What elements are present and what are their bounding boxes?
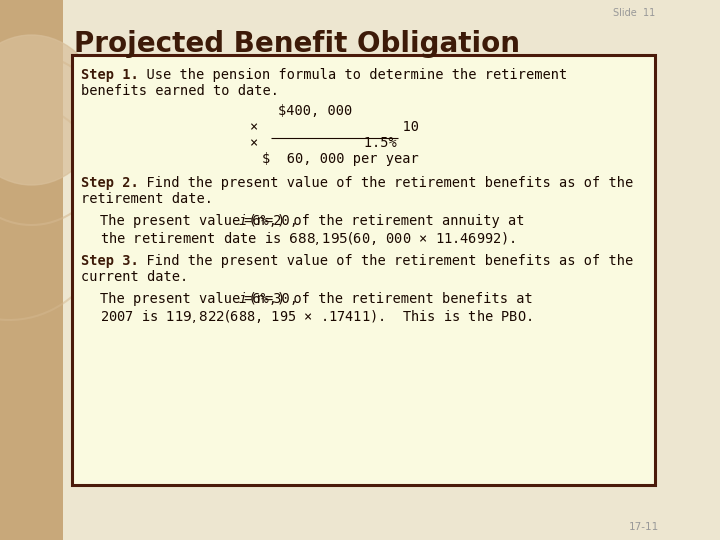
Text: The present value (n=30,: The present value (n=30, bbox=[100, 292, 306, 306]
Text: Projected Benefit Obligation: Projected Benefit Obligation bbox=[74, 30, 520, 58]
Text: The present value (n=20,: The present value (n=20, bbox=[100, 214, 306, 228]
Text: ×: × bbox=[250, 120, 258, 134]
Text: 17-11: 17-11 bbox=[629, 522, 659, 532]
Text: Use the pension formula to determine the retirement: Use the pension formula to determine the… bbox=[130, 68, 567, 82]
Text: the retirement date is $688, 195 ($60, 000 × 11.46992).: the retirement date is $688, 195 ($60, 0… bbox=[100, 230, 516, 247]
Text: 10: 10 bbox=[287, 120, 419, 134]
Text: $400, 000: $400, 000 bbox=[278, 104, 352, 118]
Text: 1.5%: 1.5% bbox=[273, 136, 397, 150]
Text: =6%,) of the retirement annuity at: =6%,) of the retirement annuity at bbox=[244, 214, 525, 228]
Text: =6%,) of the retirement benefits at: =6%,) of the retirement benefits at bbox=[244, 292, 533, 306]
Text: current date.: current date. bbox=[81, 270, 189, 284]
Text: benefits earned to date.: benefits earned to date. bbox=[81, 84, 279, 98]
Text: retirement date.: retirement date. bbox=[81, 192, 213, 206]
Text: 2007 is $119, 822 ($688, 195 × .17411).  This is the PBO.: 2007 is $119, 822 ($688, 195 × .17411). … bbox=[100, 308, 532, 325]
Text: i: i bbox=[239, 214, 247, 228]
Text: Find the present value of the retirement benefits as of the: Find the present value of the retirement… bbox=[130, 176, 633, 190]
Text: Find the present value of the retirement benefits as of the: Find the present value of the retirement… bbox=[130, 254, 633, 268]
Text: Step 1.: Step 1. bbox=[81, 68, 139, 82]
Text: Step 2.: Step 2. bbox=[81, 176, 139, 190]
FancyBboxPatch shape bbox=[0, 0, 63, 540]
Text: Step 3.: Step 3. bbox=[81, 254, 139, 268]
FancyBboxPatch shape bbox=[72, 55, 655, 485]
Text: $  60, 000 per year: $ 60, 000 per year bbox=[262, 152, 418, 166]
Text: i: i bbox=[239, 292, 247, 306]
Text: Slide  11: Slide 11 bbox=[613, 8, 655, 18]
Circle shape bbox=[0, 35, 101, 185]
Text: ×: × bbox=[250, 136, 258, 150]
